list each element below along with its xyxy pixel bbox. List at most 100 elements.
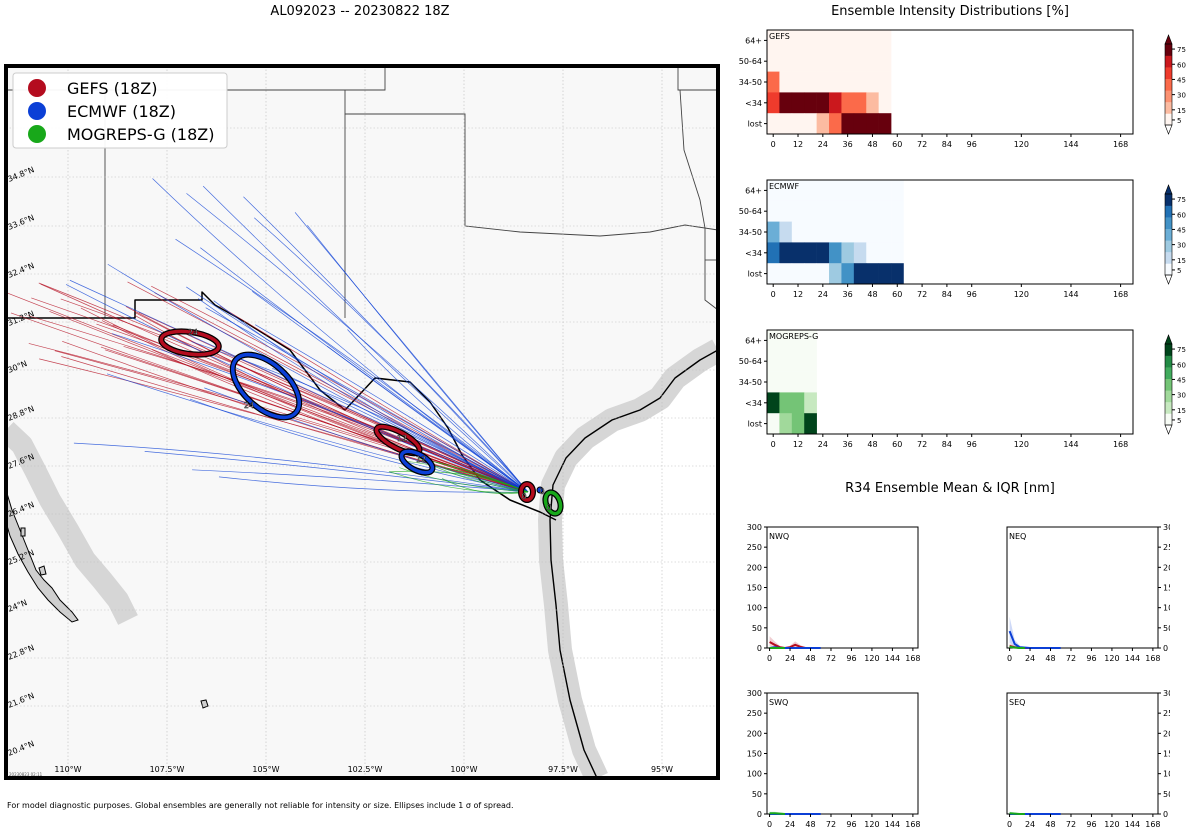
colorbar-tick-label: 45 (1177, 76, 1186, 84)
track-line (192, 469, 529, 493)
x-tick-label: 24 (818, 440, 828, 449)
track-line (6, 292, 529, 493)
colorbar-segment (1165, 78, 1172, 91)
colorbar-segment (1165, 251, 1172, 264)
heatmap-cell (878, 180, 892, 202)
panel-frame (1006, 526, 1159, 649)
x-tick-label: 144 (1063, 290, 1078, 299)
y-tick-label: 50 (1163, 790, 1170, 799)
colorbar-segment (1165, 367, 1172, 380)
y-tick-label: <34 (745, 249, 762, 258)
island (38, 565, 47, 576)
x-tick-label: 168 (1145, 820, 1160, 829)
colorbar-extend-top (1164, 184, 1173, 195)
x-tick-label: 24 (785, 820, 795, 829)
x-tick-label: 0 (1007, 654, 1012, 663)
x-tick-label: 36 (843, 440, 853, 449)
colorbar-tick-label: 30 (1177, 392, 1186, 400)
heatmap-cell (779, 242, 793, 264)
r34-neq-panel: 0 50 100 150 200 250 300 0 24 48 72 96 120 144 168 NEQ (1006, 523, 1170, 663)
heatmap-cell (866, 242, 879, 264)
track-line (73, 442, 529, 493)
colorbar-extend-top (1164, 34, 1173, 45)
colorbar-segment (1165, 355, 1172, 368)
lon-label: 110°W (54, 765, 81, 774)
track-line (127, 281, 529, 493)
y-tick-label: 100 (1163, 604, 1170, 613)
colorbar-segment (1165, 90, 1172, 103)
heatmap-cell (891, 180, 904, 202)
colorbar-tick-label: 15 (1177, 407, 1186, 415)
x-tick-label: 144 (885, 820, 900, 829)
track-line (294, 212, 529, 493)
x-tick-label: 84 (942, 290, 952, 299)
heatmap-cell (816, 263, 830, 285)
colorbar-tick-label: 5 (1177, 267, 1181, 275)
heatmap-cell (829, 242, 842, 264)
ellipse-label: 0 (521, 492, 526, 501)
colorbar-extend-bottom (1164, 124, 1173, 135)
mogreps-ellipse-0: 0 (542, 489, 564, 517)
x-tick-label: 0 (771, 290, 776, 299)
x-tick-label: 48 (1045, 820, 1055, 829)
legend-marker-mogreps (28, 125, 46, 143)
heatmap-cell (829, 263, 842, 285)
coastline (549, 349, 718, 778)
heatmap-name: GEFS (769, 32, 790, 41)
track-line (107, 263, 529, 493)
heatmap-cell (804, 263, 817, 285)
map-stamp: 20230823 02:11 (9, 772, 43, 777)
colorbar-tick-label: 30 (1177, 92, 1186, 100)
x-tick-label: 144 (885, 654, 900, 663)
y-tick-label: lost (748, 270, 762, 279)
x-tick-label: 144 (1063, 140, 1078, 149)
y-tick-label: 64+ (745, 186, 762, 195)
colorbar-tick-label: 15 (1177, 107, 1186, 115)
heatmap-cell (804, 30, 817, 52)
y-tick-label: 150 (1163, 584, 1170, 593)
heatmap-cell (804, 71, 817, 93)
ellipse-label: 0 (539, 487, 544, 496)
heatmap-cell (791, 113, 805, 135)
colorbar-segment (1165, 263, 1172, 276)
y-tick-label: 200 (747, 563, 762, 572)
colorbar-segment (1165, 378, 1172, 391)
y-tick-label: 34-50 (739, 228, 762, 237)
heatmap-cell (816, 30, 830, 52)
x-tick-label: 120 (1104, 654, 1119, 663)
x-tick-label: 120 (864, 820, 879, 829)
colorbar-extend-top (1164, 334, 1173, 345)
heatmap-cell (779, 371, 793, 393)
heatmap-cell (891, 200, 904, 222)
x-tick-label: 0 (767, 654, 772, 663)
track-line (243, 196, 529, 493)
x-tick-label: 24 (785, 654, 795, 663)
heatmap-cell (791, 371, 805, 393)
heatmap-cell (779, 413, 793, 435)
heatmap-cell (779, 30, 793, 52)
x-tick-label: 96 (846, 820, 856, 829)
x-tick-label: 96 (967, 440, 977, 449)
heatmap-cell (767, 92, 780, 114)
heatmap-cell (804, 330, 817, 352)
ellipse-label: 0 (546, 503, 551, 512)
y-tick-label: 150 (747, 750, 762, 759)
heatmap-cell (767, 71, 780, 93)
y-tick-label: 34-50 (739, 78, 762, 87)
heatmap-cell (779, 180, 793, 202)
y-tick-label: 50 (752, 790, 762, 799)
lon-label: 107.5°W (150, 765, 185, 774)
heatmap-cell (779, 221, 793, 243)
heatmap-cell (767, 50, 780, 72)
heatmap-cell (767, 30, 780, 52)
y-tick-label: 64+ (745, 36, 762, 45)
x-tick-label: 72 (917, 140, 927, 149)
west-coast-halo (6, 421, 138, 625)
heatmap-cell (804, 50, 817, 72)
heatmap-cell (829, 92, 842, 114)
lon-labels: 110°W 107.5°W 105°W 102.5°W 100°W 97.5°W… (54, 765, 673, 774)
y-tick-label: 300 (747, 523, 762, 532)
colorbar-segment (1165, 67, 1172, 80)
track-line (186, 286, 529, 493)
panel-frame (766, 692, 919, 815)
